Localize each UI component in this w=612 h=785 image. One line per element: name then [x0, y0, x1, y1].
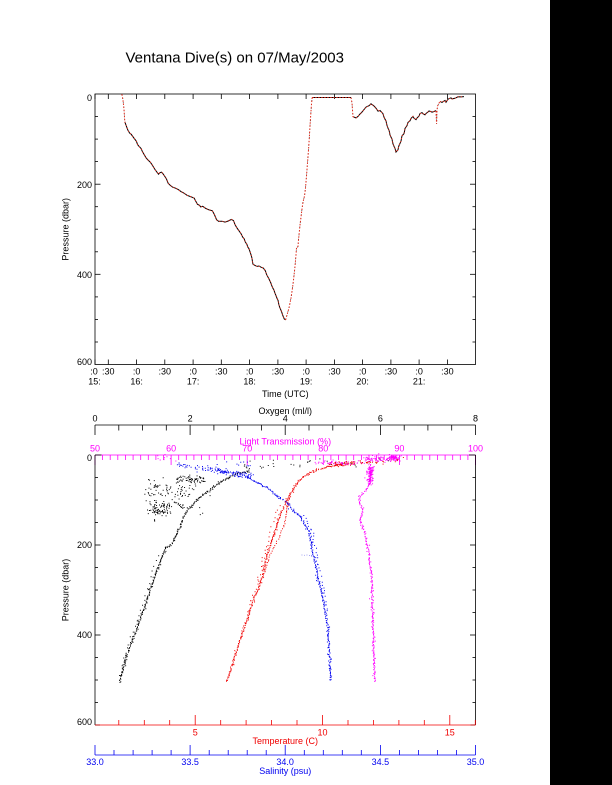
svg-text:50: 50: [90, 443, 100, 453]
svg-text:600: 600: [77, 357, 92, 367]
svg-text:600: 600: [77, 717, 92, 727]
svg-text:100: 100: [468, 443, 483, 453]
svg-text::30: :30: [441, 366, 454, 376]
svg-text:90: 90: [394, 443, 404, 453]
svg-text:35.0: 35.0: [467, 757, 485, 767]
svg-text:10: 10: [317, 727, 327, 737]
svg-text:2: 2: [188, 413, 193, 423]
svg-text::0: :0: [415, 366, 423, 376]
svg-text::30: :30: [272, 366, 285, 376]
svg-text:0: 0: [92, 413, 97, 423]
svg-text:Pressure (dbar): Pressure (dbar): [61, 559, 71, 622]
svg-text:Temperature (C): Temperature (C): [253, 736, 319, 746]
svg-text:15:: 15:: [88, 377, 101, 387]
svg-text:0: 0: [87, 453, 92, 463]
svg-text::30: :30: [159, 366, 172, 376]
svg-text:80: 80: [318, 443, 328, 453]
svg-text:70: 70: [242, 443, 252, 453]
svg-text:33.5: 33.5: [181, 757, 199, 767]
svg-text::30: :30: [328, 366, 341, 376]
svg-text::0: :0: [302, 366, 310, 376]
svg-text:200: 200: [77, 540, 92, 550]
svg-text:21:: 21:: [413, 377, 426, 387]
svg-text::30: :30: [215, 366, 228, 376]
svg-text:33.0: 33.0: [86, 757, 104, 767]
svg-text:16:: 16:: [130, 377, 143, 387]
svg-text:Oxygen (ml/l): Oxygen (ml/l): [259, 406, 313, 416]
svg-text::0: :0: [189, 366, 197, 376]
svg-text:6: 6: [378, 413, 383, 423]
svg-text:Pressure (dbar): Pressure (dbar): [61, 198, 71, 261]
svg-text::0: :0: [246, 366, 254, 376]
svg-text::30: :30: [385, 366, 398, 376]
svg-text:60: 60: [166, 443, 176, 453]
svg-text:19:: 19:: [300, 377, 313, 387]
svg-text::0: :0: [90, 366, 98, 376]
svg-text:Salinity (psu): Salinity (psu): [259, 766, 311, 776]
svg-text:0: 0: [87, 93, 92, 103]
svg-text:15: 15: [445, 727, 455, 737]
svg-text:5: 5: [193, 727, 198, 737]
svg-text:17:: 17:: [187, 377, 200, 387]
svg-text:400: 400: [77, 630, 92, 640]
svg-text:Light Transmission (%): Light Transmission (%): [240, 437, 332, 447]
svg-text:4: 4: [283, 413, 288, 423]
svg-text::0: :0: [359, 366, 367, 376]
svg-text:200: 200: [77, 180, 92, 190]
svg-text:34.0: 34.0: [276, 757, 294, 767]
svg-text:Ventana Dive(s) on 07/May/2003: Ventana Dive(s) on 07/May/2003: [126, 49, 344, 66]
svg-text:18:: 18:: [243, 377, 256, 387]
svg-text:400: 400: [77, 270, 92, 280]
svg-text::30: :30: [102, 366, 115, 376]
svg-text:20:: 20:: [356, 377, 369, 387]
svg-text::0: :0: [133, 366, 141, 376]
svg-text:8: 8: [473, 413, 478, 423]
svg-text:34.5: 34.5: [372, 757, 390, 767]
svg-text:Time (UTC): Time (UTC): [262, 389, 309, 399]
